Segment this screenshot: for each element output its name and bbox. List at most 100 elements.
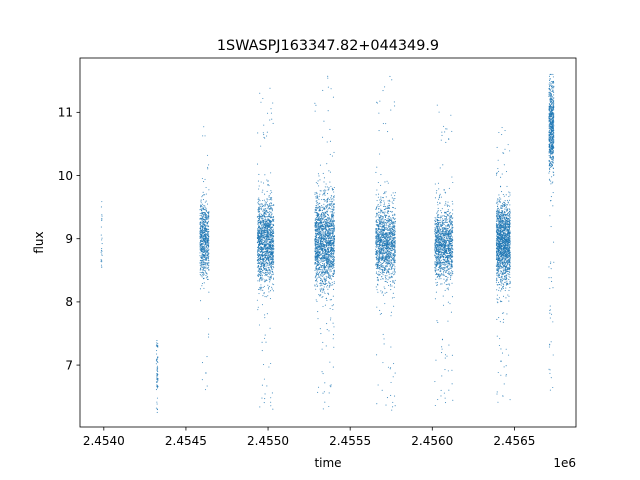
data-point: [329, 307, 331, 310]
data-point: [271, 210, 273, 212]
data-point: [259, 238, 261, 240]
data-point: [330, 252, 332, 254]
data-point: [394, 237, 396, 239]
data-point: [375, 219, 377, 221]
data-point: [381, 219, 383, 221]
data-point: [324, 231, 326, 233]
data-point: [315, 216, 317, 219]
data-point: [333, 326, 335, 328]
data-point: [320, 275, 322, 277]
data-point: [201, 269, 204, 271]
data-point: [328, 265, 330, 267]
data-point: [323, 236, 325, 239]
data-point: [388, 218, 390, 220]
data-point: [390, 311, 392, 313]
data-point: [272, 268, 274, 270]
data-point: [324, 304, 326, 306]
data-point: [329, 299, 331, 301]
data-point: [324, 282, 327, 284]
data-point: [199, 229, 202, 231]
data-point: [201, 276, 203, 278]
data-point: [393, 224, 395, 226]
data-point: [321, 280, 323, 283]
data-point: [270, 264, 272, 266]
data-point: [201, 210, 203, 212]
data-point: [315, 288, 317, 290]
data-point: [384, 276, 386, 279]
data-point: [259, 270, 261, 273]
data-point: [375, 271, 378, 273]
data-point: [263, 266, 265, 268]
data-point: [316, 283, 318, 285]
data-point: [375, 246, 377, 248]
data-point: [378, 252, 381, 254]
data-point: [394, 273, 396, 275]
data-point: [202, 231, 204, 233]
data-point: [326, 265, 328, 267]
data-point: [272, 278, 275, 280]
data-point: [258, 274, 260, 276]
data-point: [259, 231, 261, 233]
data-point: [392, 280, 394, 282]
data-point: [257, 280, 259, 282]
data-point: [394, 240, 396, 242]
data-point: [330, 223, 332, 225]
data-point: [390, 194, 392, 196]
data-point: [376, 101, 378, 103]
data-point: [270, 228, 272, 230]
data-point: [320, 246, 322, 249]
data-point: [387, 226, 389, 228]
data-point: [332, 241, 334, 243]
data-point: [208, 265, 210, 267]
data-point: [392, 401, 394, 403]
data-point: [321, 205, 323, 207]
data-point: [325, 205, 327, 207]
data-point: [333, 207, 335, 209]
data-point: [328, 294, 330, 296]
data-point: [322, 289, 324, 292]
data-point: [326, 241, 328, 243]
data-point: [266, 261, 268, 263]
data-point: [260, 235, 262, 237]
data-point: [207, 231, 209, 233]
data-point: [202, 235, 204, 237]
data-point: [314, 241, 316, 243]
data-point: [317, 227, 319, 230]
data-point: [270, 261, 272, 263]
data-point: [270, 275, 272, 277]
data-point: [315, 246, 317, 248]
data-point: [331, 215, 334, 217]
data-point: [204, 209, 206, 211]
data-point: [325, 280, 327, 282]
data-point: [325, 183, 327, 185]
data-point: [261, 240, 263, 243]
data-point: [201, 213, 203, 215]
data-point: [263, 208, 265, 210]
data-point: [259, 288, 261, 290]
data-point: [204, 206, 206, 208]
data-point: [263, 285, 265, 287]
data-point: [263, 251, 265, 253]
data-point: [329, 171, 331, 173]
data-point: [332, 257, 334, 259]
data-point: [156, 346, 159, 348]
data-point: [315, 243, 317, 245]
data-point: [382, 217, 384, 219]
data-point: [269, 87, 271, 89]
data-point: [326, 242, 328, 244]
data-point: [327, 266, 329, 268]
data-point: [323, 289, 325, 291]
data-point: [387, 264, 389, 266]
data-point: [268, 219, 270, 221]
data-point: [314, 249, 316, 251]
data-point: [377, 226, 379, 228]
data-point: [264, 205, 266, 207]
data-point: [383, 272, 385, 274]
data-point: [257, 229, 259, 231]
data-point: [271, 248, 273, 250]
data-point: [325, 227, 327, 229]
data-point: [390, 243, 392, 245]
data-point: [315, 274, 317, 276]
data-point: [156, 353, 158, 355]
data-point: [380, 209, 382, 212]
